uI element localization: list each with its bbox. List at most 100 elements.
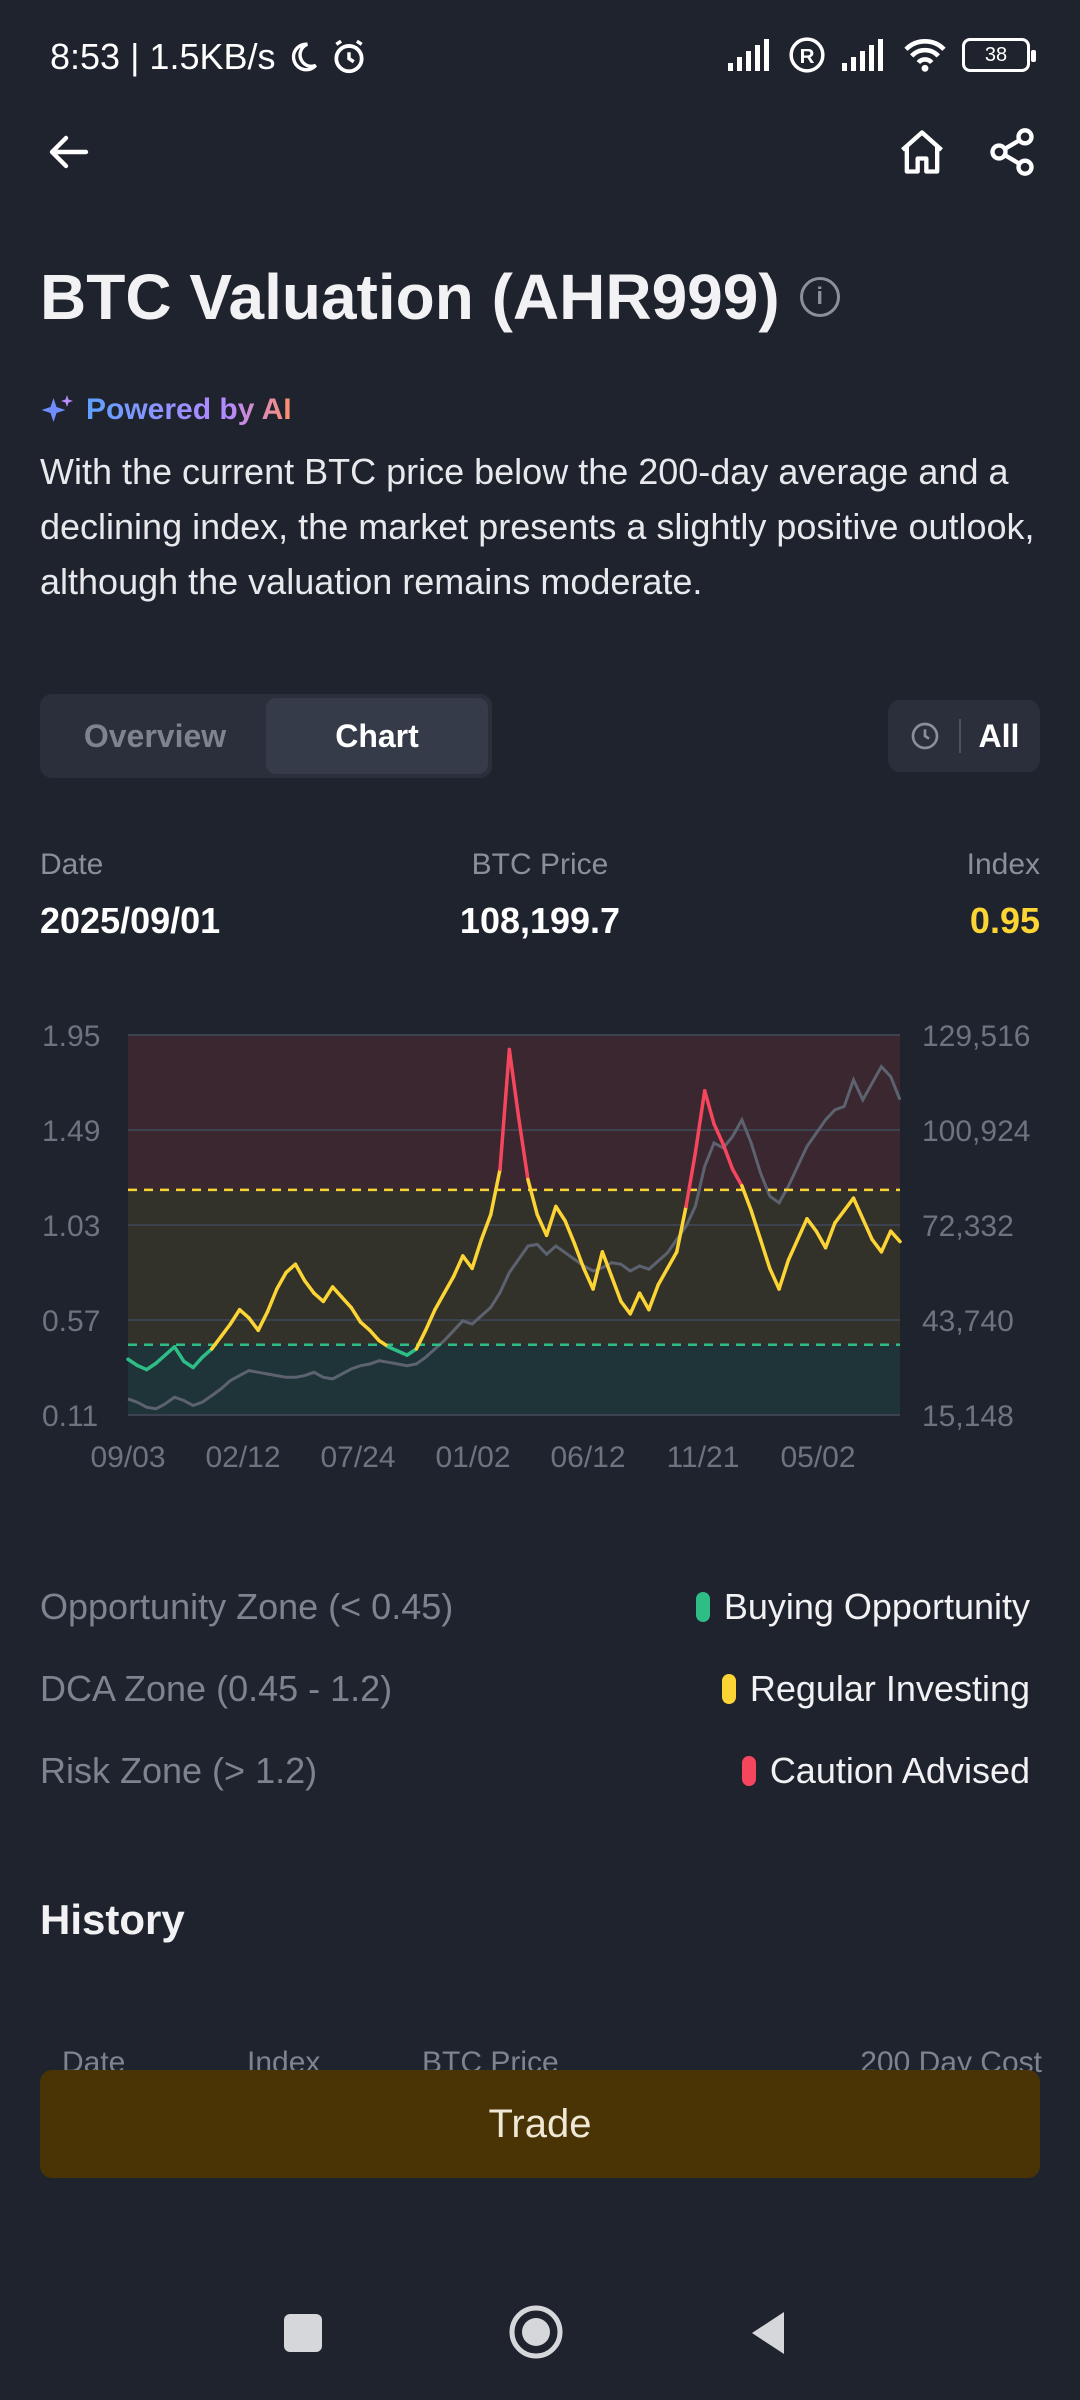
index-line-segment <box>144 1361 158 1372</box>
index-line-segment <box>656 1266 670 1287</box>
index-line-segment <box>619 1299 633 1316</box>
index-line-segment <box>814 1229 828 1250</box>
ai-badge: Powered by AI <box>40 392 292 428</box>
zone-tag-wrap: Caution Advised <box>741 1750 1030 1792</box>
index-line-segment <box>684 1150 698 1209</box>
x-axis-tick: 01/02 <box>435 1441 510 1474</box>
ai-label: Powered by AI <box>86 393 292 426</box>
index-line-segment <box>526 1177 540 1217</box>
index-line-segment <box>777 1258 791 1291</box>
index-line-segment <box>498 1047 512 1171</box>
index-line-segment <box>721 1142 735 1171</box>
index-line-segment <box>228 1307 242 1326</box>
index-line-segment <box>200 1347 214 1359</box>
index-line-segment <box>507 1047 521 1120</box>
time-range-button[interactable]: All <box>888 700 1040 772</box>
left-axis-tick: 1.49 <box>42 1115 100 1148</box>
index-line-segment <box>888 1229 902 1244</box>
index-line-segment <box>302 1279 316 1295</box>
tab-overview[interactable]: Overview <box>83 717 227 754</box>
index-line-segment <box>284 1262 298 1275</box>
svg-text:R: R <box>800 45 815 68</box>
index-line-segment <box>209 1334 223 1351</box>
index-line-segment <box>758 1237 772 1271</box>
recents-icon[interactable] <box>284 2314 322 2352</box>
zone-color-pill <box>741 1756 756 1786</box>
index-line-segment <box>433 1291 446 1312</box>
zone-row-dca: DCA Zone (0.45 - 1.2) Regular Investing <box>40 1668 1030 1710</box>
index-line-segment <box>842 1196 856 1213</box>
trade-button[interactable]: Trade <box>40 2070 1040 2178</box>
moon-icon <box>291 42 317 72</box>
left-axis-tick: 0.11 <box>42 1400 98 1433</box>
risk-zone-band <box>128 1035 900 1190</box>
battery-icon: 38 <box>962 38 1036 72</box>
share-icon[interactable] <box>986 126 1038 178</box>
index-line-segment <box>340 1295 353 1310</box>
home-nav-icon[interactable] <box>508 2304 564 2360</box>
index-line-segment <box>870 1237 884 1254</box>
index-line-segment <box>163 1345 177 1357</box>
price-label: BTC Price <box>471 848 609 881</box>
index-line-segment <box>712 1122 726 1147</box>
view-tabs: Overview Chart <box>40 694 492 778</box>
index-line-segment <box>879 1229 893 1254</box>
index-line-segment <box>377 1338 391 1349</box>
index-line-segment <box>423 1307 437 1333</box>
zone-label: Opportunity Zone (< 0.45) <box>40 1586 454 1627</box>
index-line-segment <box>563 1219 577 1246</box>
left-axis-tick: 0.57 <box>42 1305 100 1338</box>
back-arrow-icon[interactable] <box>44 128 92 176</box>
x-axis-tick: 05/02 <box>780 1441 855 1474</box>
date-label: Date <box>40 848 104 881</box>
status-time-text: 8:53 | 1.5KB/s <box>50 36 276 77</box>
x-axis-tick: 02/12 <box>205 1441 280 1474</box>
index-line-segment <box>470 1237 484 1271</box>
index-line-segment <box>749 1208 763 1242</box>
home-icon[interactable] <box>896 126 948 178</box>
index-line-segment <box>461 1254 474 1271</box>
index-line-segment <box>637 1291 651 1312</box>
opportunity-zone-band <box>128 1344 900 1415</box>
index-line-segment <box>730 1167 744 1188</box>
index-line-segment <box>191 1355 205 1370</box>
zone-color-pill <box>695 1592 710 1622</box>
zone-tag: Buying Opportunity <box>723 1586 1030 1627</box>
status-time: 8:53 | 1.5KB/s <box>50 36 368 78</box>
tab-chart[interactable]: Chart <box>266 698 488 774</box>
signal-icon <box>728 39 769 71</box>
zone-row-opportunity: Opportunity Zone (< 0.45) Buying Opportu… <box>40 1586 1030 1628</box>
sparkle-icon <box>41 395 73 422</box>
index-line-segment <box>833 1208 846 1225</box>
index-line-segment <box>172 1345 186 1364</box>
index-line-segment <box>312 1291 326 1304</box>
index-line-segment <box>247 1316 260 1333</box>
index-line-segment <box>740 1184 753 1213</box>
index-line-segment <box>414 1328 428 1351</box>
index-line-segment <box>591 1250 605 1291</box>
history-title: History <box>40 1896 185 1943</box>
back-nav-icon[interactable] <box>744 2308 792 2358</box>
right-axis-tick: 129,516 <box>922 1020 1030 1053</box>
index-line-segment <box>368 1328 381 1343</box>
x-axis-tick: 07/24 <box>320 1441 395 1474</box>
page-title: BTC Valuation (AHR999) <box>40 261 780 333</box>
price-value: 108,199.7 <box>459 900 621 941</box>
left-axis-tick: 1.03 <box>42 1210 100 1243</box>
zone-label: Risk Zone (> 1.2) <box>40 1750 318 1791</box>
index-line-segment <box>675 1204 688 1254</box>
range-label: All <box>978 717 1020 754</box>
valuation-chart[interactable]: 1.95 1.49 1.03 0.57 0.11 129,516 100,924 72,332… <box>0 1000 1080 1490</box>
index-line-segment <box>628 1291 642 1316</box>
index-line-segment <box>795 1217 809 1242</box>
index-line-segment <box>349 1305 363 1324</box>
date-value: 2025/09/01 <box>40 900 221 941</box>
alarm-icon <box>333 39 364 74</box>
index-line-segment <box>256 1309 270 1333</box>
zone-tag: Caution Advised <box>769 1750 1030 1791</box>
index-line-segment <box>154 1353 167 1366</box>
index-line-segment <box>330 1285 344 1300</box>
index-line-segment <box>321 1285 335 1304</box>
index-line-segment <box>293 1262 307 1283</box>
info-icon[interactable]: i <box>799 277 840 317</box>
